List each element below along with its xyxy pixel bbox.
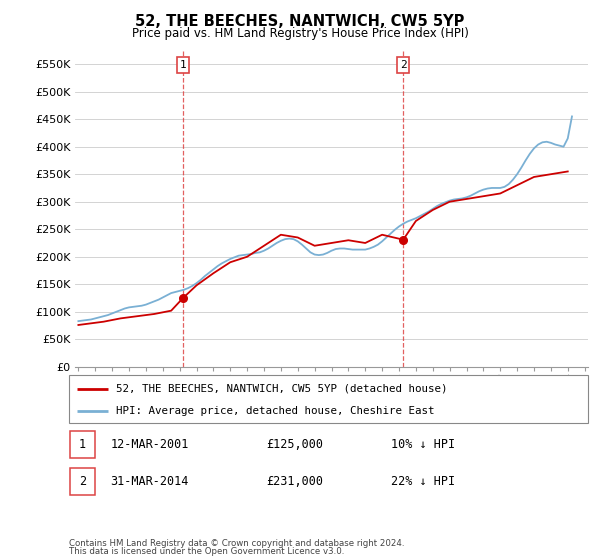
Text: 52, THE BEECHES, NANTWICH, CW5 5YP: 52, THE BEECHES, NANTWICH, CW5 5YP [136, 14, 464, 29]
Text: Contains HM Land Registry data © Crown copyright and database right 2024.: Contains HM Land Registry data © Crown c… [69, 539, 404, 548]
Text: 31-MAR-2014: 31-MAR-2014 [110, 475, 189, 488]
Text: This data is licensed under the Open Government Licence v3.0.: This data is licensed under the Open Gov… [69, 547, 344, 556]
Text: 52, THE BEECHES, NANTWICH, CW5 5YP (detached house): 52, THE BEECHES, NANTWICH, CW5 5YP (deta… [116, 384, 447, 394]
Text: 2: 2 [79, 475, 86, 488]
Text: 2: 2 [400, 60, 407, 70]
Text: 12-MAR-2001: 12-MAR-2001 [110, 438, 189, 451]
Text: £231,000: £231,000 [266, 475, 323, 488]
Text: 22% ↓ HPI: 22% ↓ HPI [391, 475, 455, 488]
Text: Price paid vs. HM Land Registry's House Price Index (HPI): Price paid vs. HM Land Registry's House … [131, 27, 469, 40]
Text: £125,000: £125,000 [266, 438, 323, 451]
Text: 1: 1 [79, 438, 86, 451]
Text: 10% ↓ HPI: 10% ↓ HPI [391, 438, 455, 451]
Bar [70, 468, 95, 495]
Bar [70, 431, 95, 458]
Text: 1: 1 [179, 60, 187, 70]
Text: HPI: Average price, detached house, Cheshire East: HPI: Average price, detached house, Ches… [116, 406, 434, 416]
